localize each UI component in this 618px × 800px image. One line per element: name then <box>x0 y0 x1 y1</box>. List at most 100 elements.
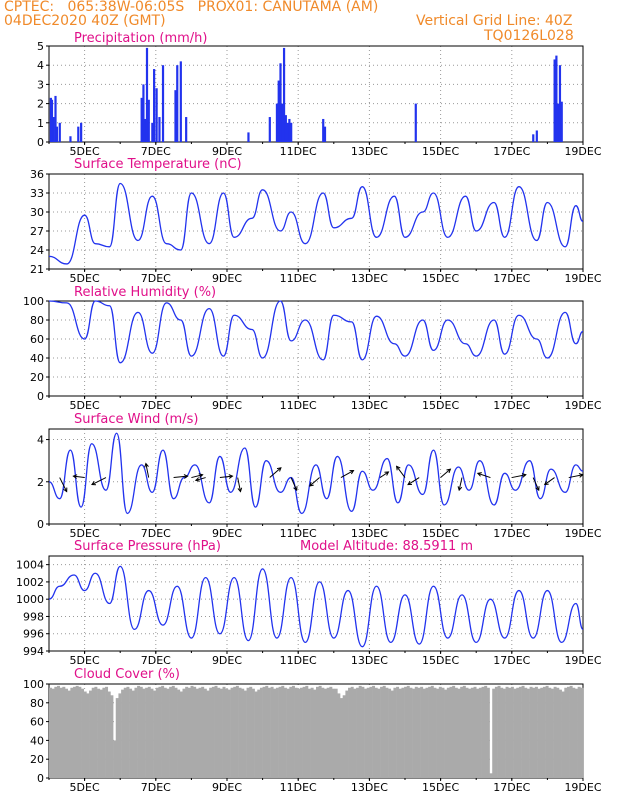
cloud-bar <box>510 686 514 778</box>
x-tick-label: 5DEC <box>70 654 100 667</box>
cloud-bar <box>353 688 357 778</box>
cloud-bar <box>438 686 442 778</box>
x-tick-label: 15DEC <box>422 781 459 794</box>
cloud-bar <box>580 687 584 778</box>
panel-title-cloud: Cloud Cover (%) <box>74 667 180 682</box>
cloud-bar <box>107 691 111 778</box>
cloud-bar <box>267 687 271 778</box>
cloud-bar <box>417 687 421 778</box>
cloud-bar <box>569 685 573 778</box>
x-tick-label: 17DEC <box>493 272 530 285</box>
cloud-bar <box>177 689 181 778</box>
precip-bar <box>279 63 282 142</box>
cloud-bar <box>388 688 392 778</box>
precip-bar <box>55 126 59 142</box>
y-tick-label: 30 <box>30 206 44 219</box>
cloud-bar <box>468 688 472 778</box>
header-id: TQ0126L028 <box>484 28 574 44</box>
precip-bar <box>54 95 57 142</box>
cloud-bar <box>241 688 245 778</box>
cloud-bar <box>289 686 293 778</box>
cloud-bar <box>566 686 570 778</box>
cloud-bar <box>169 686 173 778</box>
cloud-bar <box>273 688 277 778</box>
cloud-bar <box>179 691 183 778</box>
cloud-bar <box>444 689 448 778</box>
cloud-bar <box>334 688 338 778</box>
cloud-bar <box>265 685 269 778</box>
cloud-bar <box>185 686 189 778</box>
cloud-bar <box>139 686 143 778</box>
cloud-bar <box>81 688 85 778</box>
panel-frame-rh <box>48 300 584 397</box>
cloud-bar <box>460 686 464 778</box>
wind-arrow <box>59 477 68 492</box>
y-tick-label: 4 <box>37 434 44 447</box>
cloud-bar <box>257 689 261 778</box>
cloud-bar <box>161 685 165 778</box>
precip-bar <box>145 47 149 142</box>
cloud-bar <box>99 689 103 778</box>
wind-arrow-head <box>349 470 355 475</box>
cloud-bar <box>67 690 71 778</box>
y-tick-label: 5 <box>37 40 44 53</box>
precip-bar <box>179 61 182 142</box>
precip-bar <box>147 99 150 142</box>
y-tick-label: 2 <box>37 476 44 489</box>
cloud-bar <box>201 686 205 778</box>
y-tick-label: 27 <box>30 225 44 238</box>
wind-arrow-head <box>194 477 200 482</box>
y-tick-label: 80 <box>30 314 44 327</box>
cloud-bar <box>211 686 215 778</box>
x-tick-label: 9DEC <box>212 654 242 667</box>
cloud-bar <box>91 687 95 778</box>
cloud-bar <box>502 688 506 778</box>
cloud-bar <box>62 686 66 778</box>
x-tick-label: 9DEC <box>212 272 242 285</box>
cloud-bar <box>366 687 370 778</box>
precip-bar <box>286 122 289 142</box>
x-tick-label: 13DEC <box>351 399 388 412</box>
precip-bar <box>155 88 158 142</box>
precip-bar <box>58 122 61 142</box>
cloud-bar <box>462 685 466 778</box>
precip-bar <box>140 97 143 142</box>
wind-arrow-head <box>457 486 463 492</box>
x-tick-label: 17DEC <box>493 654 530 667</box>
wind-arrow <box>544 477 555 485</box>
wind-arrow-head <box>63 487 68 493</box>
wind-arrow-head <box>395 465 401 471</box>
cloud-bar <box>75 685 79 778</box>
cloud-bar <box>396 686 400 778</box>
cloud-bar <box>49 687 52 778</box>
y-tick-label: 3 <box>37 78 44 91</box>
x-tick-label: 9DEC <box>212 145 242 158</box>
y-tick-label: 24 <box>30 244 44 257</box>
wind-arrow-head <box>446 468 452 474</box>
series-line-wind <box>48 432 584 515</box>
wind-arrow-head <box>578 473 584 478</box>
x-tick-label: 13DEC <box>351 272 388 285</box>
precip-bar <box>151 122 154 142</box>
precip-bar <box>275 103 279 142</box>
y-tick-label: 1002 <box>16 576 44 589</box>
x-tick-label: 7DEC <box>141 145 171 158</box>
x-tick-label: 15DEC <box>422 272 459 285</box>
panel-title-wind: Surface Wind (m/s) <box>74 412 198 427</box>
precip-bar <box>268 117 271 142</box>
cloud-bar <box>412 688 416 778</box>
precip-bar <box>69 136 72 142</box>
cloud-bar <box>299 687 303 778</box>
wind-arrow-head <box>144 462 149 468</box>
y-tick-label: 36 <box>30 168 44 181</box>
x-tick-label: 7DEC <box>141 781 171 794</box>
cloud-bar <box>542 686 546 778</box>
cloud-bar <box>521 685 525 778</box>
precip-bar <box>323 126 327 142</box>
cloud-bar <box>313 689 317 778</box>
panel-frame-wind <box>48 428 584 525</box>
precip-bar <box>555 55 558 142</box>
x-tick-label: 19DEC <box>564 654 601 667</box>
cloud-bar <box>478 687 482 778</box>
cloud-bar <box>497 685 501 778</box>
